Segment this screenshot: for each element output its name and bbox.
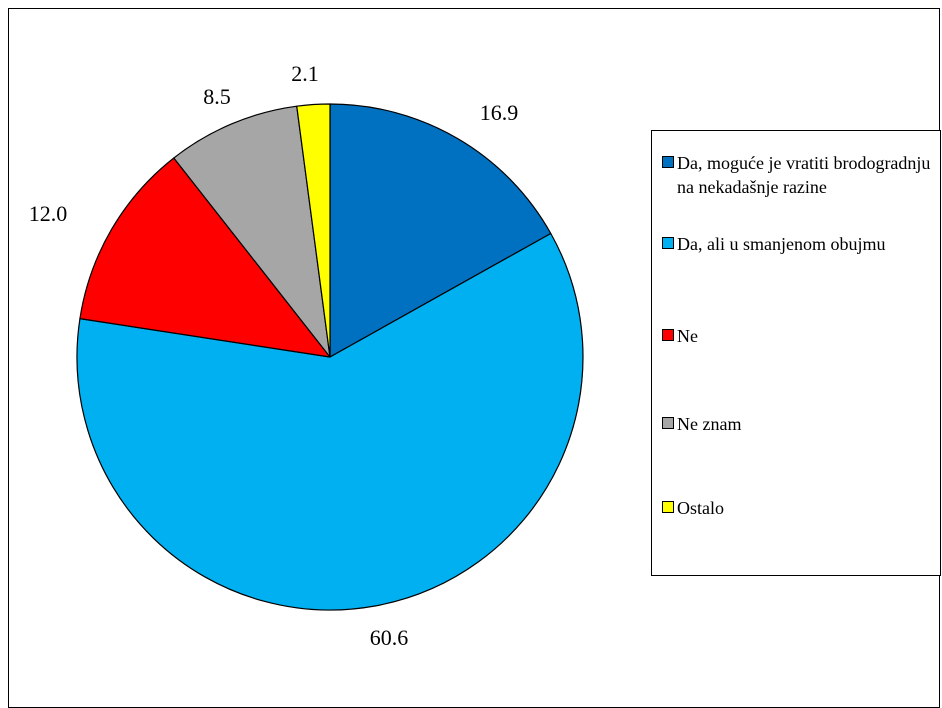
legend: Da, moguće je vratiti brodogradnju na ne… <box>651 130 941 576</box>
legend-swatch <box>662 329 674 341</box>
data-label-slice-3: 12.0 <box>29 201 68 226</box>
pie-slice-1 <box>329 103 552 358</box>
data-label-slice-2: 60.6 <box>370 625 409 650</box>
pie-slice-4 <box>173 105 331 358</box>
legend-label: Ostalo <box>677 498 724 518</box>
data-label-slice-1: 16.9 <box>480 100 519 125</box>
data-label-slice-5: 2.1 <box>291 61 319 86</box>
pie-slice-5 <box>296 103 331 358</box>
legend-item-ostalo: Ostalo <box>662 496 934 520</box>
legend-item-da-moguce: Da, moguće je vratiti brodogradnju na ne… <box>662 151 934 199</box>
data-label-slice-4: 8.5 <box>203 84 231 109</box>
legend-swatch <box>662 237 674 249</box>
legend-item-ne-znam: Ne znam <box>662 412 934 436</box>
legend-label: Da, ali u smanjenom obujmu <box>677 234 886 254</box>
legend-label: Ne <box>677 326 698 346</box>
pie-slice-3 <box>79 157 331 358</box>
legend-swatch <box>662 501 674 513</box>
legend-label: Da, moguće je vratiti brodogradnju na ne… <box>677 153 931 197</box>
pie-slice-2 <box>76 232 584 611</box>
pie-slices <box>76 103 584 611</box>
legend-swatch <box>662 417 674 429</box>
legend-swatch <box>662 156 674 168</box>
legend-item-ne: Ne <box>662 324 934 348</box>
legend-label: Ne znam <box>677 414 742 434</box>
pie-data-labels: 16.9 60.6 12.0 8.5 2.1 <box>29 61 519 650</box>
legend-item-da-ali: Da, ali u smanjenom obujmu <box>662 232 934 256</box>
